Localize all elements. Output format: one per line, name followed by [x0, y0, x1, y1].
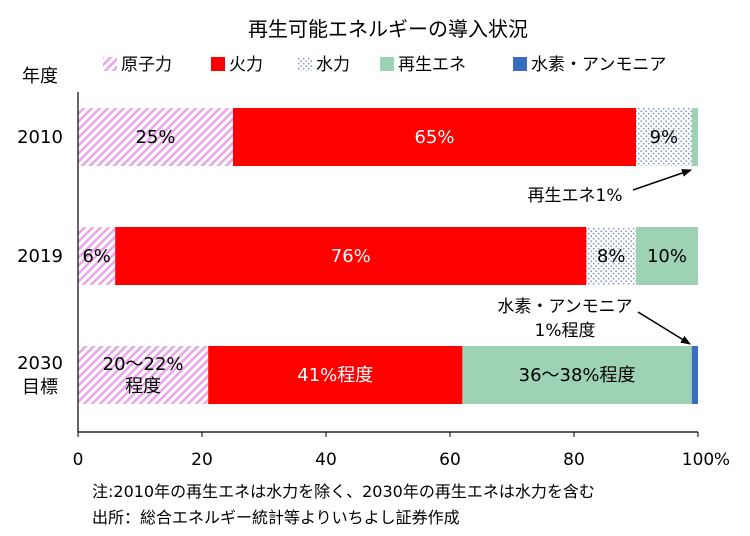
annotation-text: 再生エネ1% [528, 186, 623, 206]
legend-item-水力: 水力 [298, 55, 350, 75]
bar-segment-再生エネ [691, 108, 698, 166]
bar-data-label: 25% [135, 127, 175, 148]
bar-label-group: 25% 65% 9% 6% 76% 8% 10% 20～22%程度 41%程度 36～38%程度 [82, 127, 687, 397]
bar-data-label: 36～38%程度 [519, 365, 636, 386]
annotation-hydrogen-2030: 水素・アンモニア 1%程度 [497, 297, 691, 345]
bar-segment-原子力 [78, 227, 116, 285]
bar-segment-水力 [636, 108, 692, 166]
footnote: 注:2010年の再生エネは水力を除く、2030年の再生エネは水力を含む [92, 482, 595, 501]
bar-segment-再生エネ [462, 346, 692, 404]
legend-item-再生エネ: 再生エネ [380, 55, 466, 75]
legend-swatch [513, 57, 527, 71]
bar-segment-火力 [233, 108, 636, 166]
bar-group [78, 108, 698, 404]
legend-swatch [380, 57, 394, 71]
bar-segment-水力 [586, 227, 636, 285]
bar-segment-原子力 [78, 108, 233, 166]
source-note: 出所：総合エネルギー統計等よりいちよし証券作成 [92, 508, 460, 527]
y-category-label: 2030 目標 [17, 353, 63, 398]
x-axis-unit: % [714, 450, 730, 470]
bar-data-label: 76% [331, 246, 371, 267]
x-tick-label: 100 [682, 450, 714, 470]
legend-label: 火力 [229, 55, 263, 75]
legend-label: 水力 [316, 55, 350, 75]
x-tick-label: 60 [439, 450, 461, 470]
bar-data-label: 8% [597, 246, 626, 267]
x-tick-label: 80 [563, 450, 585, 470]
legend-item-火力: 火力 [211, 55, 263, 75]
bar-segment-水素・アンモニア [691, 346, 698, 404]
y-axis-title: 年度 [22, 66, 58, 87]
annotation-renewable-2010: 再生エネ1% [528, 169, 692, 206]
y-category-label: 2010 [17, 127, 63, 148]
bar-data-label: 41%程度 [297, 365, 373, 386]
x-tick-label: 40 [315, 450, 337, 470]
bar-data-label: 10% [647, 246, 687, 267]
bar-data-label: 9% [650, 127, 679, 148]
bar-data-label: 20～22%程度 [103, 354, 184, 397]
legend-label: 原子力 [121, 55, 172, 75]
annotation-arrow [632, 169, 692, 191]
annotation-group: 再生エネ1% 水素・アンモニア 1%程度 [497, 169, 692, 345]
legend-item-原子力: 原子力 [103, 55, 172, 75]
x-tick-label: 20 [191, 450, 213, 470]
x-tick-label: 0 [73, 450, 84, 470]
bar-segment-原子力 [78, 346, 209, 404]
axes: 0 20 40 60 80 100 % 2010 2019 2030 目標 [17, 92, 730, 470]
bar-segment-火力 [115, 227, 587, 285]
legend-label: 再生エネ [398, 55, 466, 75]
chart-title: 再生可能エネルギーの導入状況 [248, 17, 528, 41]
annotation-text: 水素・アンモニア 1%程度 [497, 297, 632, 341]
chart-legend: 原子力 火力 水力 再生エネ 水素・アンモニア [103, 55, 666, 75]
legend-item-水素・アンモニア: 水素・アンモニア [513, 55, 666, 75]
bar-data-label: 65% [414, 127, 454, 148]
legend-swatch [211, 57, 225, 71]
legend-label: 水素・アンモニア [531, 55, 666, 75]
legend-swatch [103, 57, 117, 71]
bar-segment-再生エネ [636, 227, 698, 285]
annotation-arrow [637, 311, 691, 345]
bar-data-label: 6% [82, 246, 111, 267]
y-category-label: 2019 [17, 246, 63, 267]
legend-swatch [298, 57, 312, 71]
bar-segment-火力 [208, 346, 463, 404]
